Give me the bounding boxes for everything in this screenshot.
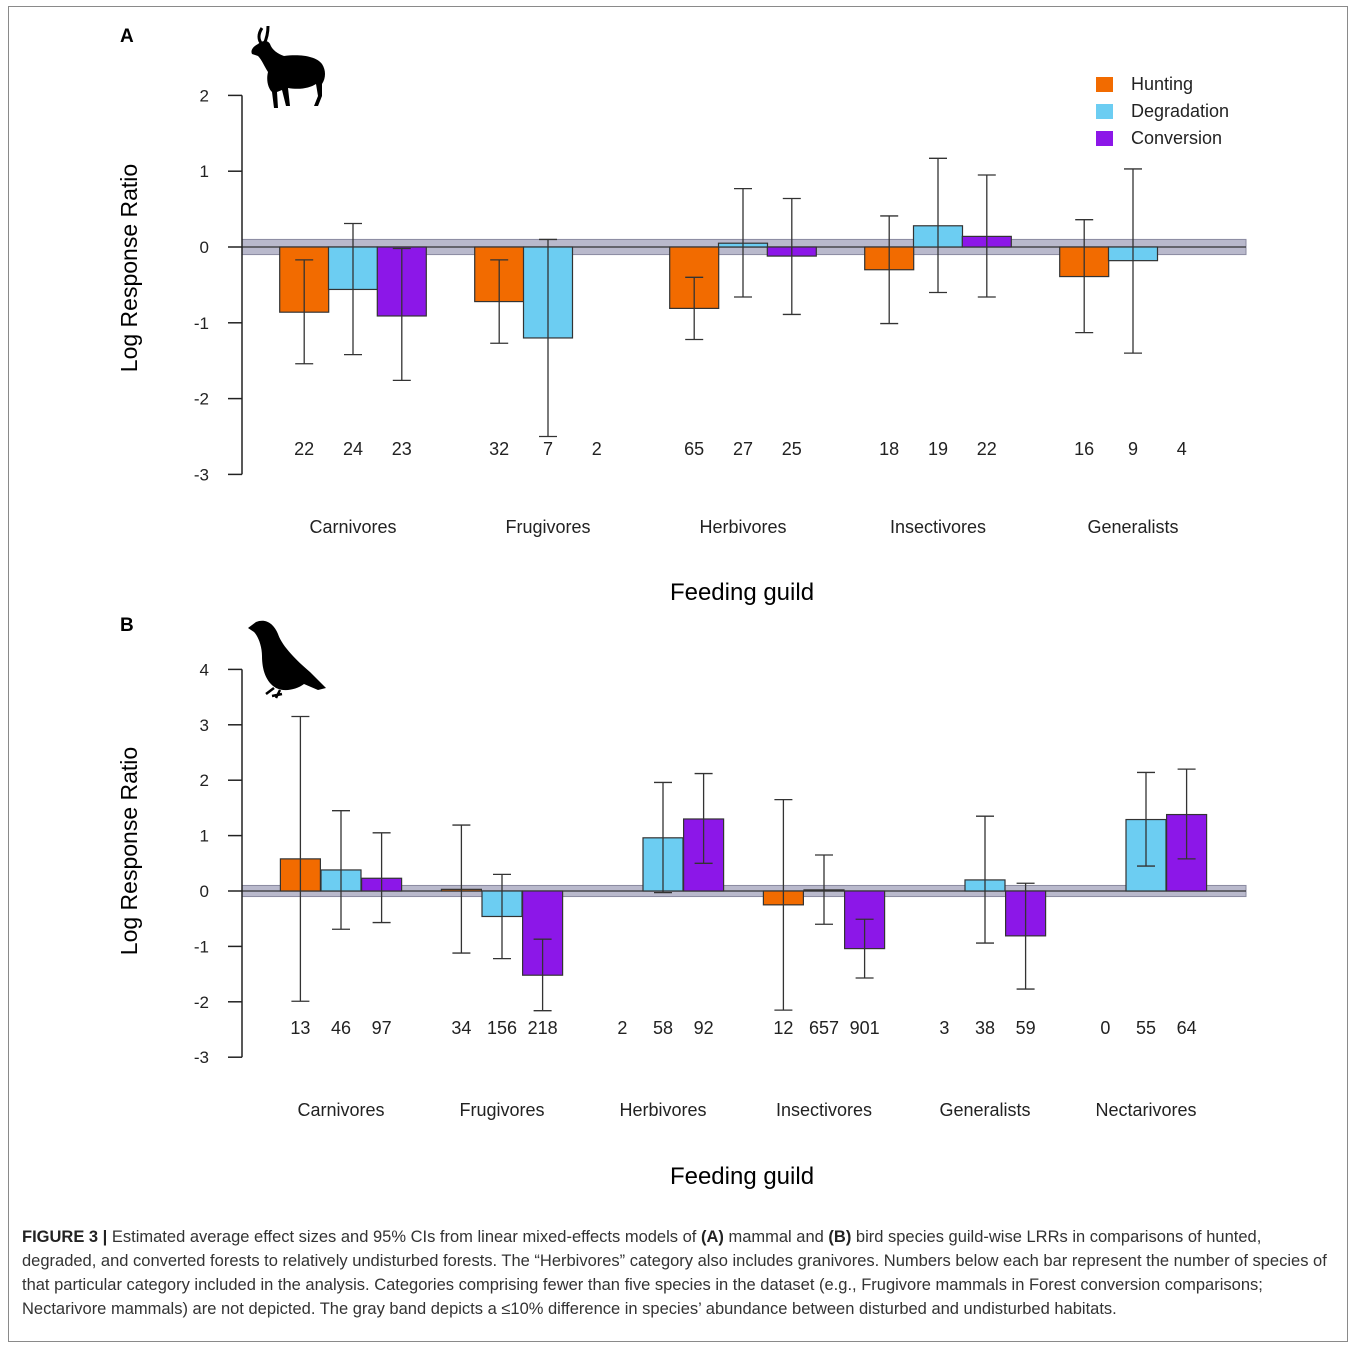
category-label: Herbivores	[699, 517, 786, 537]
sample-size-label: 65	[684, 439, 704, 459]
panel-b: B Log Response Ratio Feeding guild 4 3 2 1 0…	[116, 615, 1247, 1190]
y-axis-b: 4 3 2 1 0 -1 -2 -3	[194, 660, 243, 1067]
sample-size-label: 9	[1128, 439, 1138, 459]
caption-text-3: bird species guild-wise LRRs in comparis…	[22, 1228, 1327, 1318]
sample-size-label: 7	[543, 439, 553, 459]
y-axis-a: 2 1 0 -1 -2 -3	[194, 86, 243, 484]
y-tick-label: 1	[200, 162, 209, 181]
sample-size-label: 64	[1177, 1018, 1197, 1038]
y-tick-label: 2	[200, 771, 209, 790]
category-label: Carnivores	[297, 1100, 384, 1120]
sample-size-label: 16	[1074, 439, 1094, 459]
y-tick-label: 2	[200, 86, 209, 105]
x-axis-label-b: Feeding guild	[670, 1163, 814, 1190]
sample-size-label: 156	[487, 1018, 517, 1038]
category-label: Herbivores	[619, 1100, 706, 1120]
legend-label: Degradation	[1131, 101, 1229, 121]
sample-size-label: 2	[617, 1018, 627, 1038]
sample-size-label: 901	[850, 1018, 880, 1038]
sample-size-label: 92	[694, 1018, 714, 1038]
y-tick-label: -2	[194, 390, 209, 409]
y-tick-label: 3	[200, 716, 209, 735]
sample-size-label: 3	[939, 1018, 949, 1038]
pigeon-silhouette-icon	[248, 620, 326, 699]
sample-size-label: 97	[372, 1018, 392, 1038]
sample-size-label: 38	[975, 1018, 995, 1038]
sample-size-label: 34	[451, 1018, 471, 1038]
panel-a-letter: A	[120, 26, 134, 47]
category-label: Generalists	[939, 1100, 1030, 1120]
y-tick-label: -3	[194, 1048, 209, 1067]
y-tick-label: 0	[200, 882, 209, 901]
bars-b: Carnivores Frugivores Herbivores Insectivor…	[279, 715, 1208, 1120]
sample-size-label: 657	[809, 1018, 839, 1038]
legend-swatch	[1096, 131, 1113, 146]
figure-canvas: A Log Response Ratio Feeding guild 2 1 0 -1…	[116, 25, 1247, 1190]
sample-size-label: 19	[928, 439, 948, 459]
sample-size-label: 2	[592, 439, 602, 459]
sample-size-label: 18	[879, 439, 899, 459]
y-tick-label: -1	[194, 937, 209, 956]
category-label: Carnivores	[309, 517, 396, 537]
y-tick-label: -2	[194, 993, 209, 1012]
bars-a: Carnivores Frugivores Herbivores Insectivor…	[279, 157, 1187, 537]
antelope-silhouette-icon	[251, 25, 325, 108]
sample-size-label: 218	[528, 1018, 558, 1038]
legend-swatch	[1096, 77, 1113, 92]
category-label: Insectivores	[890, 517, 986, 537]
sample-size-label: 55	[1136, 1018, 1156, 1038]
category-label: Generalists	[1087, 517, 1178, 537]
caption-text-2: mammal and	[723, 1228, 829, 1246]
y-axis-label-b: Log Response Ratio	[116, 747, 142, 955]
figure-frame	[8, 6, 1348, 1342]
category-label: Insectivores	[776, 1100, 872, 1120]
category-label: Frugivores	[459, 1100, 544, 1120]
caption-ref-b: (B)	[828, 1228, 852, 1246]
sample-size-label: 12	[773, 1018, 793, 1038]
sample-size-label: 58	[653, 1018, 673, 1038]
caption-text-1: Estimated average effect sizes and 95% C…	[107, 1228, 701, 1246]
panel-a: A Log Response Ratio Feeding guild 2 1 0 -1…	[116, 25, 1247, 606]
y-tick-label: 4	[200, 660, 209, 679]
category-label: Nectarivores	[1095, 1100, 1196, 1120]
legend-label: Hunting	[1131, 74, 1193, 94]
y-tick-label: 1	[200, 827, 209, 846]
sample-size-label: 23	[392, 439, 412, 459]
category-label: Frugivores	[505, 517, 590, 537]
sample-size-label: 25	[782, 439, 802, 459]
y-tick-label: 0	[200, 238, 209, 257]
caption-label: FIGURE 3 |	[22, 1228, 108, 1246]
caption-ref-a: (A)	[700, 1228, 724, 1246]
x-axis-label-a: Feeding guild	[670, 579, 814, 606]
sample-size-label: 24	[343, 439, 363, 459]
sample-size-label: 46	[331, 1018, 351, 1038]
figure-caption: FIGURE 3 | Estimated average effect size…	[22, 1225, 1340, 1321]
sample-size-label: 22	[294, 439, 314, 459]
y-axis-label-a: Log Response Ratio	[116, 164, 142, 372]
y-tick-label: -3	[194, 465, 209, 484]
sample-size-label: 27	[733, 439, 753, 459]
panel-b-letter: B	[120, 615, 134, 636]
sample-size-label: 22	[977, 439, 997, 459]
legend: Hunting Degradation Conversion	[1096, 74, 1229, 148]
legend-swatch	[1096, 104, 1113, 119]
sample-size-label: 59	[1016, 1018, 1036, 1038]
legend-label: Conversion	[1131, 128, 1222, 148]
sample-size-label: 4	[1177, 439, 1187, 459]
sample-size-label: 13	[290, 1018, 310, 1038]
sample-size-label: 0	[1100, 1018, 1110, 1038]
sample-size-label: 32	[489, 439, 509, 459]
y-tick-label: -1	[194, 314, 209, 333]
